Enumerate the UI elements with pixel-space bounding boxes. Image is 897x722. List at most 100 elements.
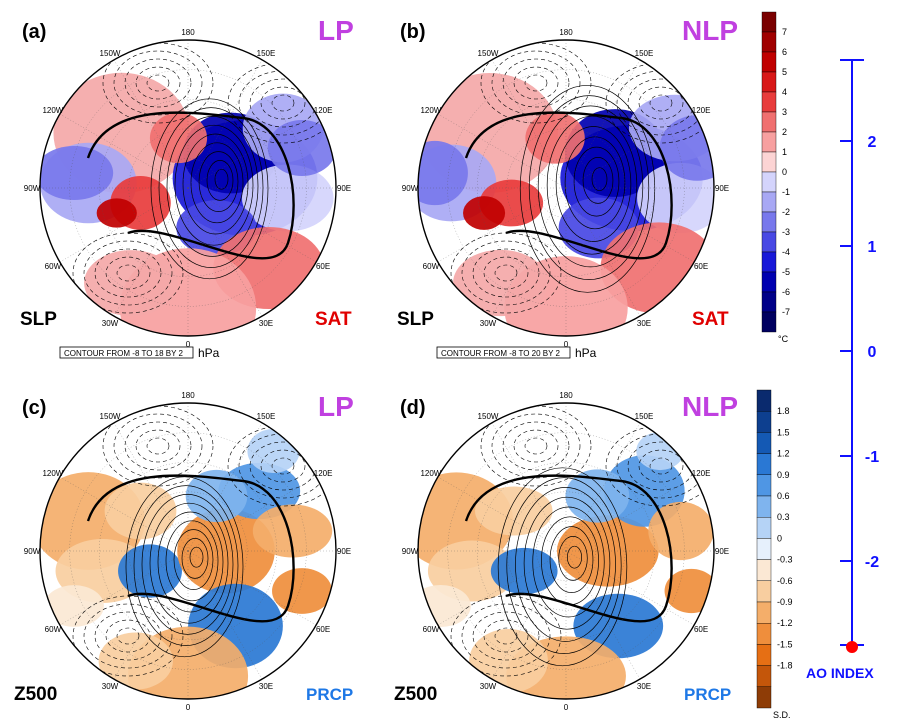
contour-line (524, 437, 548, 455)
longitude-label: 150E (257, 49, 276, 58)
contour-line (649, 457, 673, 475)
meridian (491, 550, 567, 680)
longitude-label: 90E (715, 547, 729, 556)
contour-line (506, 477, 622, 654)
colorbar-swatch (761, 291, 777, 313)
longitude-label: 60W (423, 625, 440, 634)
shaded-region (418, 584, 471, 628)
colorbar-swatch (756, 538, 772, 560)
longitude-label: 60W (45, 625, 62, 634)
contour-line (491, 413, 581, 479)
contour-line (182, 133, 249, 235)
colorbar-tick-label: 0.3 (777, 512, 790, 522)
colorbar-swatch (756, 559, 772, 581)
latitude-circle (128, 128, 248, 248)
contour-line (166, 116, 259, 257)
shaded-region (463, 196, 506, 230)
meridian (187, 476, 317, 552)
shaded-region (648, 501, 714, 561)
colorbar-tick-label: 1.5 (777, 427, 790, 437)
latitude-circle (477, 462, 655, 640)
longitude-label: 90E (337, 184, 351, 193)
contour-line (472, 611, 540, 661)
latitude-circle (99, 462, 277, 640)
longitude-label: 30W (480, 682, 497, 691)
colorbar-swatch (756, 623, 772, 645)
contour-line (149, 502, 229, 624)
longitude-label: 0 (564, 340, 569, 349)
panel-label: (a) (22, 21, 46, 43)
longitude-label: 120W (42, 469, 63, 478)
longitude-label: 120E (692, 106, 711, 115)
map-rim (39, 402, 337, 700)
meridian (565, 187, 695, 263)
shaded-region (104, 482, 177, 540)
meridian (59, 113, 189, 189)
contour-line (124, 421, 192, 471)
contour-line (105, 619, 151, 653)
contour-line (135, 429, 181, 463)
longitude-label: 0 (186, 340, 191, 349)
longitude-label: 90W (402, 547, 419, 556)
colorbar-swatch (761, 311, 777, 333)
colorbar-tick-label: 0.9 (777, 470, 790, 480)
contour-line (94, 611, 162, 661)
meridian (565, 113, 695, 189)
panel-b: 180 150E 120E 90E 60E 30E 0 30W 60W 90W 120W 150W (402, 28, 729, 349)
contour-line (146, 74, 170, 92)
meridian (59, 550, 189, 626)
contour-line (549, 526, 594, 593)
longitude-label: 120E (314, 469, 333, 478)
meridian (187, 59, 263, 189)
contour-line (494, 264, 518, 282)
contour-unit: hPa (575, 346, 597, 360)
meridian (565, 422, 641, 552)
meridian (113, 187, 189, 317)
contour-line (494, 627, 518, 645)
left-variable-label: Z500 (14, 684, 57, 705)
shaded-region (267, 119, 336, 177)
contour-line (491, 50, 581, 116)
colorbar-swatch (756, 389, 772, 412)
contour-line (513, 66, 559, 100)
contour-info-text: CONTOUR FROM -8 TO 18 BY 2 (64, 349, 184, 358)
latitude-circle (506, 491, 626, 611)
meridian (113, 59, 189, 189)
contour-line (173, 529, 214, 590)
longitude-label: 30W (102, 319, 119, 328)
colorbar-swatch (756, 453, 772, 476)
precipitation-colorbar: 1.8 1.5 1.2 0.9 0.6 0.3 0 -0.3 -0.6 -0.9 -1.2 -1.5 -… (756, 389, 793, 720)
contour-line (83, 240, 173, 306)
panel-label: (c) (22, 397, 46, 419)
meridian (565, 187, 641, 317)
shaded-region (40, 146, 114, 200)
longitude-label: 30E (259, 682, 273, 691)
shaded-region (418, 140, 468, 206)
colorbar-swatch (756, 601, 772, 624)
contour-line (546, 115, 638, 255)
regime-label: LP (318, 391, 354, 422)
meridian (59, 476, 189, 552)
colorbar-tick-label: -2 (782, 207, 790, 217)
contour-line (497, 467, 628, 667)
shaded-region (525, 112, 585, 164)
longitude-label: 90W (402, 184, 419, 193)
shaded-region (185, 469, 248, 523)
contour-line (523, 496, 611, 630)
contour-line (124, 58, 192, 108)
colorbar-unit: °C (778, 334, 789, 344)
zero-contour (464, 111, 673, 260)
shaded-region (453, 249, 548, 317)
right-variable-label: PRCP (306, 685, 353, 704)
colorbar-swatch (761, 271, 777, 293)
meridian (565, 550, 695, 626)
contour-line (146, 437, 170, 455)
shaded-region (149, 112, 208, 164)
contour-line (582, 157, 614, 204)
contour-line (558, 536, 588, 581)
longitude-label: 180 (181, 28, 195, 37)
colorbar-swatch (761, 171, 777, 193)
longitude-label: 30W (102, 682, 119, 691)
colorbar-tick-label: 7 (782, 27, 787, 37)
